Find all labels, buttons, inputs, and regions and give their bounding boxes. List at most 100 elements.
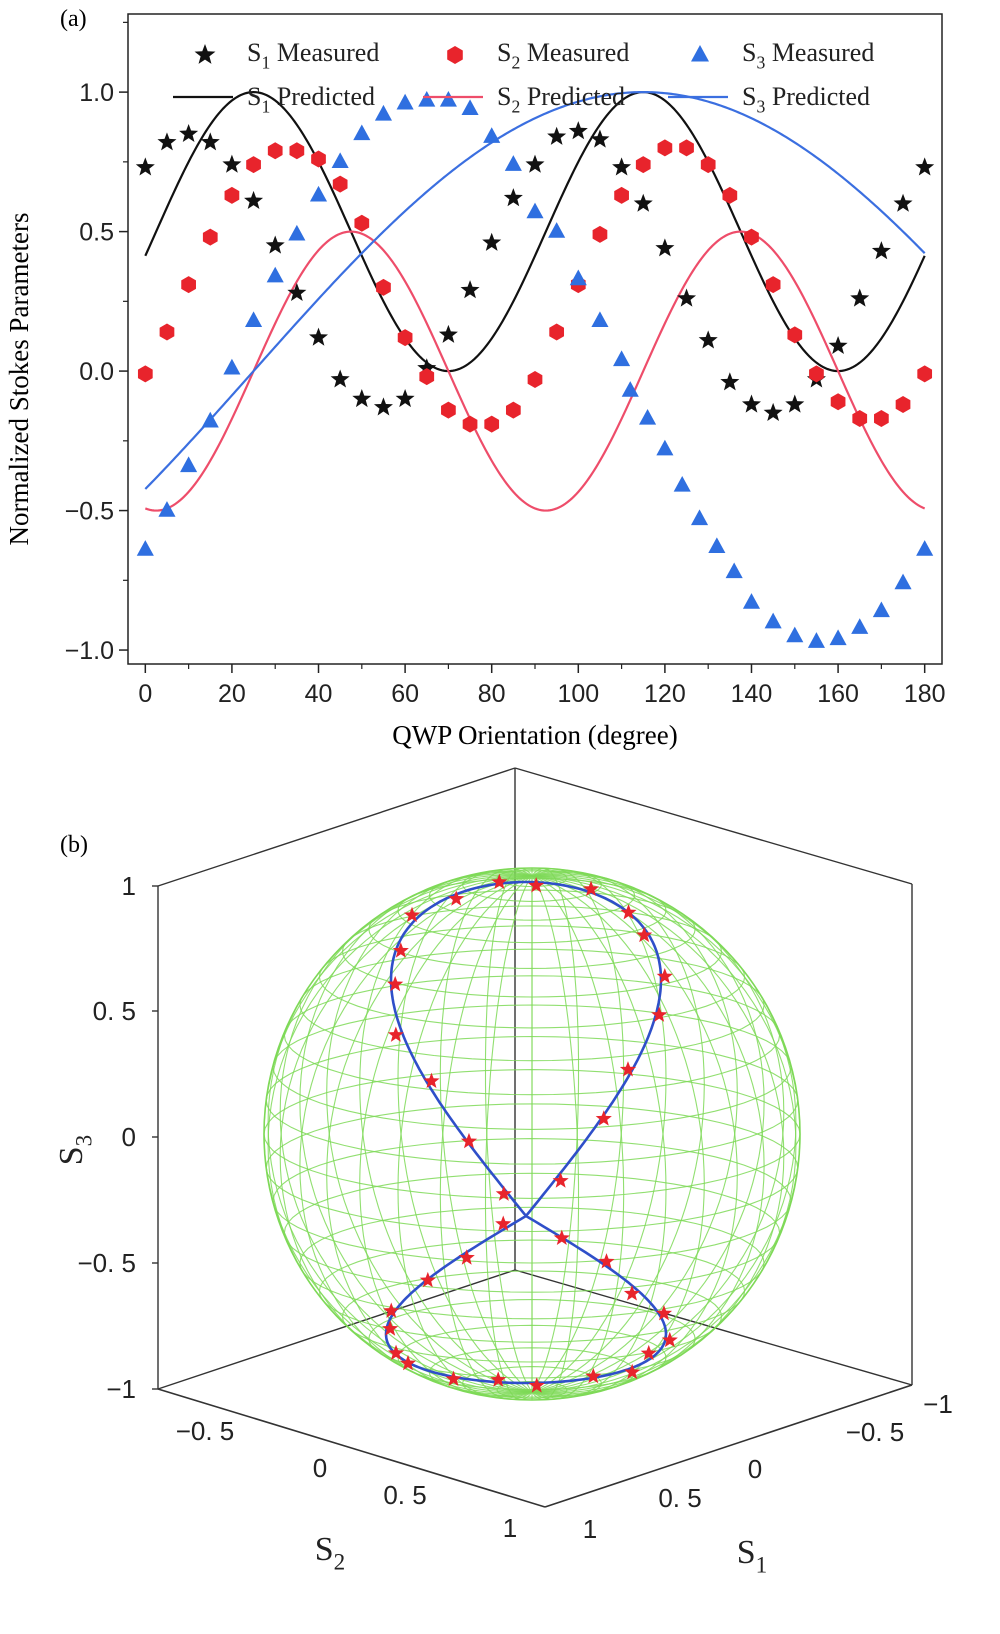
s1-measured-point [135,157,155,176]
s1-measured-point [547,126,567,145]
panel-a-ticks: 0 20 40 60 80 100 120 140 160 180 −1.0 −0.5 0.0 0.5 1.… [65,21,946,708]
sphere-parallel [265,1103,799,1233]
s2-predicted-curve [144,230,926,512]
x-tick-label: 160 [817,680,859,708]
s1-tick-label: 0. 5 [658,1483,701,1513]
s3-measured-point [894,573,912,590]
s1-axis-label: S1 [737,1534,767,1579]
s1-measured-point [850,288,870,307]
panel-a-legend: S1 Measured S2 Measured S3 Measured S1 Pred… [173,38,874,116]
legend-star-marker [194,44,216,64]
y-axis-label: Normalized Stokes Parameters [4,213,34,546]
x-tick-label: 180 [904,680,946,708]
measured-state-star [392,942,409,958]
s3-measured-point [418,90,436,107]
s3-measured-point [742,593,761,609]
measured-state-star [383,1302,400,1318]
s1-measured-point [828,335,848,355]
s3-measured-point [245,311,263,328]
panel-b-label: (b) [60,832,88,858]
s2-measured-point [289,142,305,160]
sphere-parallel [462,1366,602,1401]
y-tick-label: −0.5 [65,498,114,526]
legend-entry-s2m: S2 Measured [497,38,629,72]
sphere-parallel [318,1239,746,1343]
measured-state-star [423,1072,440,1089]
s3-measured-point [136,540,154,556]
sphere-meridian [531,875,580,1401]
measured-state-star [640,1344,657,1361]
s2-measured-point [527,370,543,388]
s1-measured-point [287,282,307,302]
panel-b: (b) 1 0. 5 0 −0. 5 −1 S3 −0. 5 0 0. 5 1 S2 1 0. 5 0 −0… [53,767,953,1579]
s1-measured-point [438,324,458,343]
s1-measured-point [222,154,242,173]
measured-state-star [595,1110,612,1126]
s1-measured-point [330,369,350,388]
s3-measured-point [656,439,674,456]
s3-measured-point [201,411,219,428]
s3-axis-label: S3 [53,1135,98,1165]
s3-measured-point [331,152,349,169]
measured-state-star [620,904,637,920]
measured-state-star [403,906,421,923]
sphere-parallel [496,1380,568,1399]
measured-state-star [624,1363,641,1380]
sphere-meridian [531,869,667,1393]
measured-state-star [528,877,545,893]
s2-measured-point [246,156,261,174]
s1-measured-point [915,157,935,176]
s2-measured-point [267,142,283,160]
s3-tick-label: 1 [122,871,136,901]
s3-measured-point [872,601,890,618]
measured-state-star [598,1253,615,1269]
s2-measured-point [332,175,348,193]
measured-state-star [655,1304,673,1321]
x-tick-label: 40 [305,680,333,708]
sphere-outline [263,867,801,1401]
s1-measured-point [612,157,632,176]
s2-measured-point [462,415,478,433]
s3-measured-point [158,501,176,517]
s3-predicted-curve [144,91,926,490]
s3-measured-point [829,629,847,646]
sphere-parallel [265,1035,799,1165]
box-edge [514,767,913,885]
s2-measured-point [787,326,803,344]
box-edge [544,1384,913,1508]
s1-measured-point [309,327,329,346]
s3-measured-point [483,127,501,143]
x-tick-label: 120 [644,680,686,708]
s3-measured-point [439,90,457,107]
measured-state-star [399,1354,417,1371]
s2-measured-point [874,410,889,428]
s2-tick-label: 1 [503,1513,517,1543]
s1-tick-label: 0 [748,1454,762,1484]
s2-tick-label: 0 [313,1453,327,1483]
s3-measured-point [786,626,804,643]
sphere-meridian [484,875,533,1401]
s3-measured-point [288,224,306,241]
s2-measured-point [376,278,391,296]
legend-entry-s3m: S3 Measured [742,38,874,72]
s2-measured-point [505,401,521,419]
sphere-parallel [318,925,746,1029]
s1-measured-point [633,193,653,212]
legend-entry-s1m: S1 Measured [247,38,379,72]
s1-measured-point [655,238,675,257]
measured-state-star [651,1006,668,1022]
x-tick-label: 60 [391,680,419,708]
y-tick-label: 1.0 [79,79,114,107]
s1-measured-point [785,394,805,413]
sphere-parallel [283,1172,781,1293]
measured-state-star [553,1229,570,1245]
s2-measured-point [592,225,608,243]
sphere-meridian [531,872,738,1393]
s3-measured-point [851,618,869,634]
sphere-parallel [272,1138,792,1264]
s2-measured-point [765,276,781,294]
measured-state-star [661,1331,678,1348]
box-edge [157,1269,516,1390]
box-edge [514,1269,913,1386]
